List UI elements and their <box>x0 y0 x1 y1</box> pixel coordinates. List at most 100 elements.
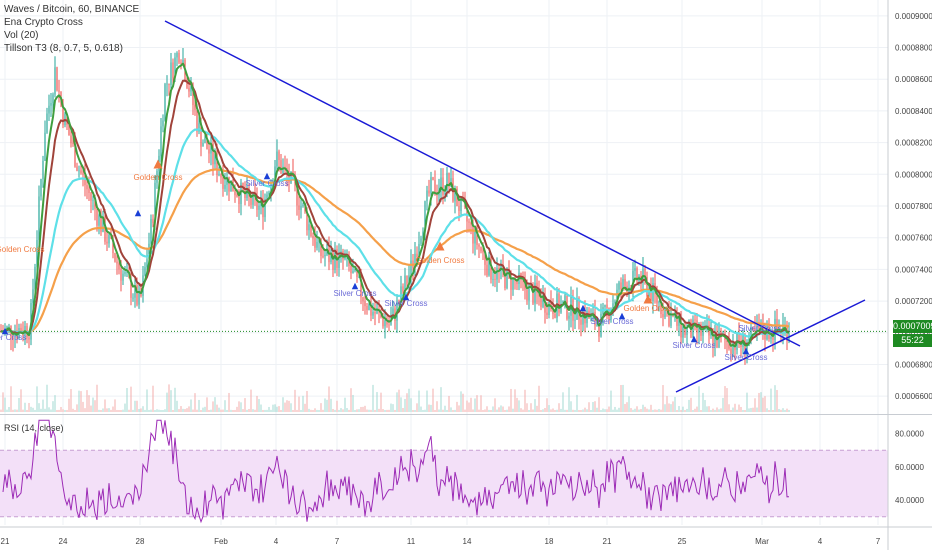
volume-bar <box>30 406 32 412</box>
time-tick-label: Feb <box>214 537 228 546</box>
volume-bar <box>764 396 766 412</box>
volume-bar <box>580 410 582 412</box>
volume-bar <box>328 386 330 412</box>
candle-body <box>122 273 124 281</box>
volume-bar <box>356 409 358 412</box>
volume-bar <box>604 409 606 412</box>
volume-bar <box>516 397 518 412</box>
volume-bar <box>102 408 104 412</box>
volume-bar <box>480 395 482 412</box>
candle-body <box>76 166 78 171</box>
volume-bar <box>596 407 598 412</box>
cross-signal-marker <box>742 347 750 355</box>
volume-bar <box>82 401 84 412</box>
volume-bar <box>22 409 24 412</box>
volume-bar <box>684 410 686 412</box>
countdown-label: 55:22 <box>893 334 932 347</box>
volume-bar <box>718 409 720 412</box>
volume-bar <box>788 409 790 412</box>
price-tick-label: 0.00070000 <box>895 329 932 338</box>
volume-bar <box>422 409 424 412</box>
volume-bar <box>276 406 278 412</box>
volume-bar <box>388 409 390 412</box>
candle-body <box>694 319 696 321</box>
volume-bar <box>172 409 174 412</box>
volume-bar <box>748 408 750 412</box>
volume-bar <box>26 409 28 412</box>
volume-bar <box>132 409 134 412</box>
volume-bar <box>584 407 586 412</box>
volume-bar <box>742 409 744 412</box>
volume-bar <box>144 409 146 412</box>
volume-bar <box>184 409 186 412</box>
volume-bar <box>744 409 746 412</box>
volume-bar <box>612 409 614 412</box>
volume-bar <box>250 389 252 412</box>
volume-bar <box>642 404 644 412</box>
volume-bar <box>150 409 152 412</box>
candle-body <box>404 275 406 292</box>
volume-bar <box>482 409 484 412</box>
volume-bar <box>340 408 342 412</box>
candle-body <box>440 177 442 190</box>
volume-bar <box>286 400 288 412</box>
volume-bar <box>408 388 410 412</box>
volume-bar <box>574 409 576 412</box>
volume-bar <box>542 409 544 412</box>
volume-bar <box>272 404 274 412</box>
candle-body <box>436 194 438 196</box>
volume-bar <box>712 408 714 412</box>
candle-body <box>334 249 336 270</box>
candle-body <box>98 215 100 226</box>
candle-body <box>732 342 734 354</box>
volume-bar <box>548 405 550 412</box>
volume-bar <box>118 409 120 412</box>
volume-bar <box>760 392 762 412</box>
volume-bar <box>226 409 228 412</box>
volume-bar <box>108 408 110 412</box>
candle-body <box>760 322 762 331</box>
candle-body <box>150 218 152 244</box>
volume-bar <box>438 409 440 412</box>
volume-bar <box>86 390 88 412</box>
candle-body <box>692 319 694 338</box>
volume-bar <box>198 399 200 412</box>
volume-bar <box>696 406 698 412</box>
volume-bar <box>284 402 286 412</box>
volume-bar <box>20 389 22 412</box>
volume-bar <box>44 408 46 412</box>
volume-bar <box>142 406 144 412</box>
candle-body <box>676 312 678 326</box>
candle-body <box>340 251 342 253</box>
candle-body <box>506 268 508 289</box>
candle-body <box>20 327 22 333</box>
volume-bar <box>252 409 254 412</box>
time-tick-label: 25 <box>678 537 687 546</box>
cross-signal-marker <box>579 304 587 312</box>
candle-body <box>620 282 622 290</box>
volume-bar <box>768 409 770 412</box>
volume-bar <box>386 409 388 412</box>
candle-body <box>580 319 582 325</box>
candle-body <box>770 336 772 339</box>
volume-bar <box>136 400 138 412</box>
volume-bar <box>784 409 786 412</box>
volume-bar <box>460 391 462 412</box>
volume-bar <box>672 401 674 412</box>
volume-bar <box>740 406 742 412</box>
candle-body <box>102 217 104 232</box>
volume-bar <box>728 404 730 412</box>
time-tick-label: 28 <box>136 537 145 546</box>
volume-bar <box>578 409 580 412</box>
volume-bar <box>622 384 624 412</box>
volume-bar <box>706 406 708 412</box>
volume-bar <box>420 406 422 412</box>
volume-bar <box>148 409 150 412</box>
volume-bar <box>450 407 452 412</box>
volume-bar <box>782 408 784 412</box>
volume-bar <box>312 410 314 412</box>
candle-body <box>714 334 716 347</box>
candle-body <box>410 260 412 276</box>
